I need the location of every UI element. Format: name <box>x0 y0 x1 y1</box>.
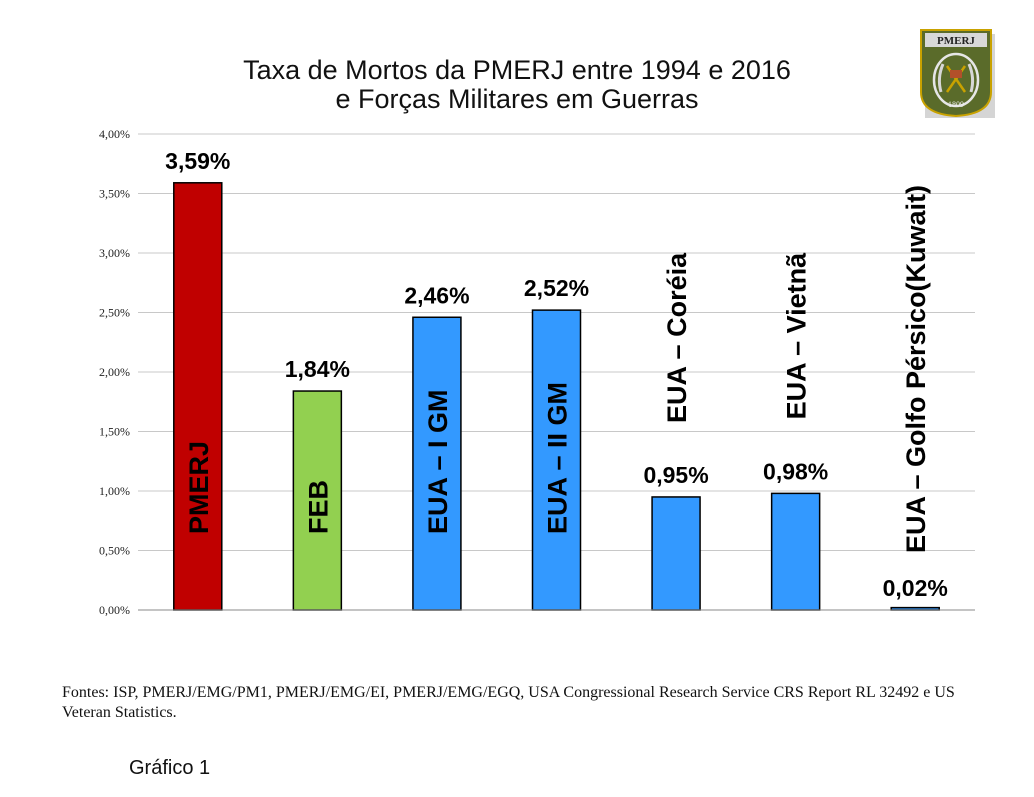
bar-chart: Taxa de Mortos da PMERJ entre 1994 e 201… <box>99 29 995 617</box>
y-tick-label: 2,50% <box>99 306 130 320</box>
chart-title: Taxa de Mortos da PMERJ entre 1994 e 201… <box>243 55 791 114</box>
y-tick-label: 3,50% <box>99 187 130 201</box>
data-labels: 3,59% 1,84% 2,46% 2,52% 0,95% 0,98% 0,02% <box>165 148 948 601</box>
bar <box>770 492 821 611</box>
bar <box>651 496 701 611</box>
category-label: EUA – Vietnã <box>782 252 812 420</box>
chart-title-line-2: e Forças Militares em Guerras <box>335 84 698 114</box>
category-label: EUA – Coréia <box>662 252 692 423</box>
figure-caption: Gráfico 1 <box>129 757 211 779</box>
bars <box>173 182 940 611</box>
data-label: 1,84% <box>285 356 350 382</box>
category-label: EUA – II GM <box>543 382 573 534</box>
chart-title-line-1: Taxa de Mortos da PMERJ entre 1994 e 201… <box>243 55 791 85</box>
category-label: EUA – Golfo Pérsico(Kuwait) <box>901 185 931 553</box>
category-labels: PMERJ FEB EUA – I GM EUA – II GM EUA – Coréi… <box>184 185 931 553</box>
y-tick-label: 4,00% <box>99 127 130 141</box>
category-label: PMERJ <box>184 441 214 534</box>
y-tick-label: 3,00% <box>99 246 130 260</box>
data-label: 0,02% <box>883 575 948 601</box>
bar <box>531 309 582 611</box>
logo-text-bottom: 1809 <box>948 100 964 109</box>
category-label: FEB <box>303 480 333 534</box>
data-label: 0,98% <box>763 458 828 484</box>
y-tick-label: 1,50% <box>99 425 130 439</box>
y-tick-label: 0,50% <box>99 544 130 558</box>
y-tick-label: 2,00% <box>99 365 130 379</box>
data-label: 0,95% <box>643 462 708 488</box>
category-label: EUA – I GM <box>423 389 453 534</box>
data-label: 3,59% <box>165 148 230 174</box>
y-tick-label: 1,00% <box>99 484 130 498</box>
y-tick-label: 0,00% <box>99 603 130 617</box>
data-label: 2,52% <box>524 275 589 301</box>
bar <box>173 182 223 611</box>
pmerj-crest-icon: PMERJ 1809 <box>920 29 995 118</box>
source-note: Fontes: ISP, PMERJ/EMG/PM1, PMERJ/EMG/EI… <box>62 684 955 721</box>
y-axis-ticks: 0,00% 0,50% 1,00% 1,50% 2,00% 2,50% 3,00% 3,50%… <box>99 127 130 617</box>
data-label: 2,46% <box>404 282 469 308</box>
bar <box>412 316 462 611</box>
logo-text-top: PMERJ <box>937 35 975 47</box>
